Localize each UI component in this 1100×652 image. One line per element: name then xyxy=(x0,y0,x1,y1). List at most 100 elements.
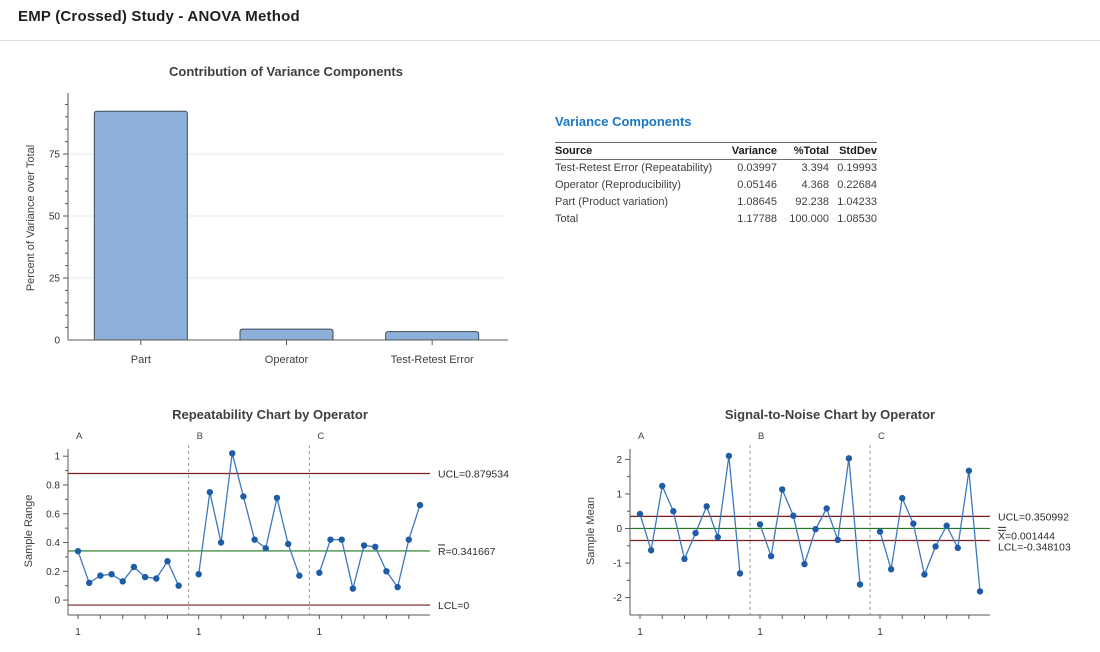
operator-label: A xyxy=(76,431,83,442)
data-point xyxy=(845,455,853,462)
data-point xyxy=(767,552,775,560)
data-point xyxy=(251,536,258,543)
data-point xyxy=(349,585,357,592)
value-cell: 1.04233 xyxy=(837,196,877,208)
value-cell: 1.08645 xyxy=(737,196,777,208)
signal-to-noise-chart: Signal-to-Noise Chart by Operator Sample… xyxy=(585,407,1071,638)
data-point xyxy=(932,543,939,550)
data-point xyxy=(153,575,160,582)
y-tick-label: 25 xyxy=(49,274,61,285)
data-point xyxy=(394,583,401,591)
data-point xyxy=(856,581,864,588)
data-point xyxy=(670,508,677,515)
data-point xyxy=(273,494,281,502)
source-cell: Part (Product variation) xyxy=(555,196,669,208)
data-point xyxy=(338,536,345,543)
data-point xyxy=(229,450,236,457)
operator-label: C xyxy=(878,431,885,442)
data-point xyxy=(899,494,906,502)
y-axis-label: Sample Mean xyxy=(585,497,597,565)
y-tick-label: 0 xyxy=(54,336,60,347)
title-divider xyxy=(0,40,1100,41)
bar-operator xyxy=(239,328,334,341)
operator-label: A xyxy=(638,431,645,442)
data-point xyxy=(74,547,82,555)
data-point xyxy=(217,539,225,546)
y-axis-label: Percent of Variance over Total xyxy=(25,145,37,291)
series-line-A xyxy=(77,550,180,586)
data-point xyxy=(416,501,424,509)
data-point xyxy=(876,528,884,535)
contribution-bar-chart: Contribution of Variance Components Perc… xyxy=(25,64,508,366)
data-point xyxy=(141,573,149,581)
y-tick-label: 2 xyxy=(616,455,622,466)
variance-components-panel: Variance Components Source Variance %Tot… xyxy=(555,114,877,228)
data-point xyxy=(240,493,247,500)
data-point xyxy=(756,521,764,528)
table-row: Part (Product variation) 1.08645 92.238 1.0… xyxy=(555,194,877,211)
data-point xyxy=(736,570,744,577)
col-header-pct: %Total xyxy=(777,142,829,160)
y-tick-label: 50 xyxy=(49,212,61,223)
data-point xyxy=(175,582,182,589)
data-point xyxy=(130,563,138,571)
x-tick-label: 1 xyxy=(757,627,763,638)
bar-part xyxy=(93,110,188,341)
y-tick-label: 0 xyxy=(54,596,60,607)
value-cell: 0.05146 xyxy=(737,179,777,191)
data-point xyxy=(965,467,973,474)
ucl-label: UCL=0.879534 xyxy=(438,469,509,481)
value-cell: 100.000 xyxy=(789,213,829,225)
y-tick-label: 1 xyxy=(54,452,60,463)
control-plot-area: A B C 0 0.2 0.4 0.6 0.8 1 1 1 1 UCL=0.879534 R=0.3416… xyxy=(46,431,509,638)
data-point xyxy=(954,544,961,552)
operator-label: C xyxy=(317,431,324,442)
series-line-C xyxy=(318,504,421,589)
value-cell: 0.22684 xyxy=(837,179,877,191)
data-point xyxy=(921,571,928,578)
col-header-source: Source xyxy=(555,142,727,160)
bar-test-retest-error xyxy=(385,331,480,341)
data-point xyxy=(195,570,202,578)
col-header-stddev: StdDev xyxy=(829,142,877,160)
y-tick-label: 0.4 xyxy=(46,538,60,549)
table-heading: Variance Components xyxy=(555,114,692,129)
data-point xyxy=(790,512,797,519)
data-point xyxy=(801,560,808,568)
table-header-row: Source Variance %Total StdDev xyxy=(555,142,877,160)
y-tick-label: -1 xyxy=(613,559,622,570)
chart-title: Repeatability Chart by Operator xyxy=(172,407,368,422)
data-point xyxy=(296,572,303,579)
data-point xyxy=(360,542,368,549)
data-point xyxy=(284,540,292,548)
data-point xyxy=(327,536,334,543)
data-point xyxy=(725,452,733,460)
table-row: Total 1.17788 100.000 1.08530 xyxy=(555,211,877,228)
data-point xyxy=(714,533,721,541)
data-point xyxy=(97,572,104,579)
data-point xyxy=(823,505,830,512)
repeatability-chart: Repeatability Chart by Operator Sample R… xyxy=(23,407,509,638)
data-point xyxy=(887,566,895,573)
series-line-C xyxy=(879,470,981,592)
value-cell: 0.03997 xyxy=(737,162,777,175)
chart-title: Contribution of Variance Components xyxy=(169,64,403,79)
x-tick-label: 1 xyxy=(75,627,81,638)
x-tick-label: 1 xyxy=(877,627,883,638)
y-tick-label: 75 xyxy=(49,150,61,161)
data-point xyxy=(703,503,710,510)
value-cell: 1.08530 xyxy=(837,213,877,225)
variance-table: Source Variance %Total StdDev Test-Retes… xyxy=(555,142,877,228)
data-point xyxy=(812,525,819,533)
lcl-label: LCL=0 xyxy=(438,600,469,612)
table-row: Operator (Reproducibility) 0.05146 4.368 0.… xyxy=(555,177,877,194)
series-line-B xyxy=(198,453,300,576)
data-point xyxy=(636,510,644,518)
data-point xyxy=(405,536,413,543)
data-point xyxy=(108,570,115,578)
x-tick-label: 1 xyxy=(317,627,323,638)
data-point xyxy=(164,558,171,565)
category-label: Part xyxy=(131,354,151,366)
operator-label: B xyxy=(197,431,203,442)
